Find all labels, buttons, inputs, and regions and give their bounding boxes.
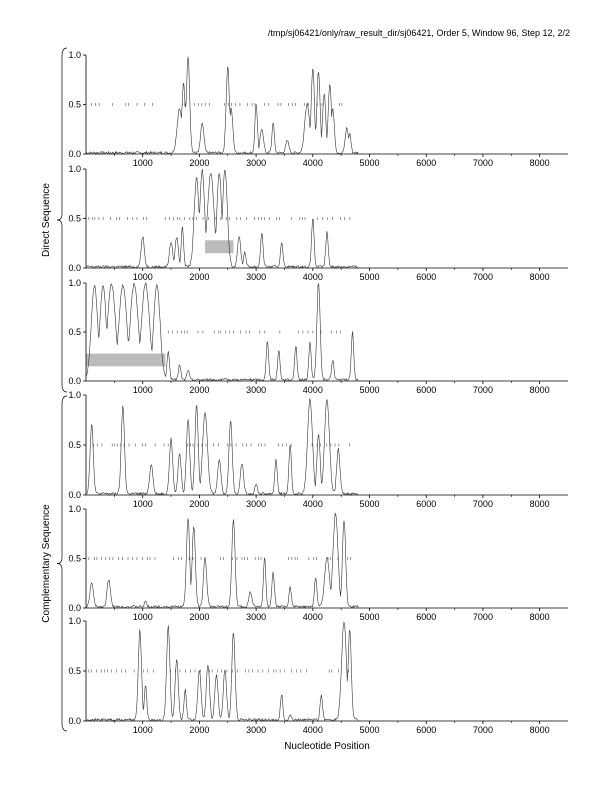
y-tick-label: 1.0 bbox=[68, 390, 81, 400]
panel-3: 0.0 0.5 1.0 1000 2000 3000 4000 5000 6000 7000 800… bbox=[68, 278, 568, 395]
panel-6: 0.0 0.5 1.0 1000 2000 3000 4000 5000 6000 7000 800… bbox=[68, 616, 568, 735]
x-tick-label: 5000 bbox=[360, 385, 380, 395]
panel-2: 0.0 0.5 1.0 1000 2000 3000 4000 5000 6000 7000 800… bbox=[68, 164, 568, 282]
coding-signal-line bbox=[85, 169, 359, 269]
orf-box bbox=[86, 353, 166, 367]
coding-signal-line bbox=[85, 281, 359, 382]
y-tick-label: 1.0 bbox=[68, 50, 81, 60]
x-tick-label: 8000 bbox=[530, 385, 550, 395]
x-tick-label: 8000 bbox=[530, 612, 550, 622]
x-tick-label: 6000 bbox=[416, 612, 436, 622]
complementary-sequence-bracket: Complementary Sequence bbox=[41, 395, 68, 732]
x-tick-label: 4000 bbox=[303, 385, 323, 395]
direct-sequence-label: Direct Sequence bbox=[41, 183, 52, 257]
y-tick-label: 0.5 bbox=[68, 214, 81, 224]
x-tick-label: 5000 bbox=[360, 725, 380, 735]
x-tick-label: 4000 bbox=[303, 612, 323, 622]
x-tick-label: 6000 bbox=[416, 385, 436, 395]
x-tick-label: 4000 bbox=[303, 725, 323, 735]
x-tick-label: 1000 bbox=[133, 499, 153, 509]
x-tick-label: 7000 bbox=[473, 272, 493, 282]
x-tick-label: 2000 bbox=[189, 499, 209, 509]
x-tick-label: 5000 bbox=[360, 612, 380, 622]
x-tick-label: 5000 bbox=[360, 499, 380, 509]
x-tick-label: 1000 bbox=[133, 158, 153, 168]
x-tick-label: 3000 bbox=[246, 612, 266, 622]
x-tick-label: 4000 bbox=[303, 272, 323, 282]
y-tick-label: 1.0 bbox=[68, 164, 81, 174]
x-tick-label: 6000 bbox=[416, 158, 436, 168]
coding-signal-line bbox=[85, 512, 359, 609]
group-bracket bbox=[56, 47, 68, 393]
y-tick-label: 0.0 bbox=[68, 149, 81, 159]
x-tick-label: 6000 bbox=[416, 272, 436, 282]
x-tick-label: 2000 bbox=[189, 272, 209, 282]
x-tick-label: 5000 bbox=[360, 272, 380, 282]
panel-4: 0.0 0.5 1.0 1000 2000 3000 4000 5000 6000 7000 800… bbox=[68, 390, 568, 509]
x-tick-label: 7000 bbox=[473, 385, 493, 395]
x-tick-label: 3000 bbox=[246, 725, 266, 735]
x-tick-label: 7000 bbox=[473, 612, 493, 622]
x-tick-label: 1000 bbox=[133, 612, 153, 622]
y-tick-label: 0.0 bbox=[68, 263, 81, 273]
y-tick-label: 0.5 bbox=[68, 100, 81, 110]
x-tick-label: 1000 bbox=[133, 385, 153, 395]
x-tick-label: 2000 bbox=[189, 612, 209, 622]
x-tick-label: 8000 bbox=[530, 725, 550, 735]
x-tick-label: 7000 bbox=[473, 725, 493, 735]
x-tick-label: 2000 bbox=[189, 385, 209, 395]
x-tick-label: 2000 bbox=[189, 158, 209, 168]
x-tick-label: 3000 bbox=[246, 385, 266, 395]
coding-signal-line bbox=[85, 621, 359, 722]
x-tick-label: 3000 bbox=[246, 499, 266, 509]
complementary-sequence-label: Complementary Sequence bbox=[41, 504, 52, 623]
orf-box bbox=[205, 240, 234, 254]
x-tick-label: 2000 bbox=[189, 725, 209, 735]
x-tick-label: 6000 bbox=[416, 725, 436, 735]
y-tick-label: 0.0 bbox=[68, 716, 81, 726]
x-tick-label: 3000 bbox=[246, 158, 266, 168]
y-tick-label: 1.0 bbox=[68, 504, 81, 514]
x-tick-label: 4000 bbox=[303, 158, 323, 168]
x-tick-label: 1000 bbox=[133, 272, 153, 282]
y-tick-label: 1.0 bbox=[68, 616, 81, 626]
direct-sequence-bracket: Direct Sequence bbox=[41, 47, 68, 393]
y-tick-label: 0.0 bbox=[68, 376, 81, 386]
panel-5: 0.0 0.5 1.0 1000 2000 3000 4000 5000 6000 7000 800… bbox=[68, 504, 568, 622]
y-tick-label: 0.5 bbox=[68, 554, 81, 564]
coding-signal-line bbox=[85, 56, 359, 155]
page-header: /tmp/sj06421/only/raw_result_dir/sj06421… bbox=[267, 28, 570, 38]
x-tick-label: 1000 bbox=[133, 725, 153, 735]
y-tick-label: 0.0 bbox=[68, 490, 81, 500]
coding-signal-line bbox=[85, 398, 359, 496]
x-axis-label: Nucleotide Position bbox=[284, 741, 370, 752]
x-tick-label: 4000 bbox=[303, 499, 323, 509]
x-tick-label: 7000 bbox=[473, 499, 493, 509]
y-tick-label: 0.5 bbox=[68, 440, 81, 450]
group-bracket bbox=[56, 395, 68, 732]
x-tick-label: 8000 bbox=[530, 272, 550, 282]
x-tick-label: 5000 bbox=[360, 158, 380, 168]
y-tick-label: 0.5 bbox=[68, 327, 81, 337]
x-tick-label: 6000 bbox=[416, 499, 436, 509]
y-tick-label: 0.5 bbox=[68, 666, 81, 676]
x-tick-label: 8000 bbox=[530, 158, 550, 168]
x-tick-label: 8000 bbox=[530, 499, 550, 509]
x-tick-label: 3000 bbox=[246, 272, 266, 282]
x-tick-label: 7000 bbox=[473, 158, 493, 168]
panel-1: 0.0 0.5 1.0 1000 2000 3000 4000 5000 6000 7000 800… bbox=[68, 50, 568, 168]
y-tick-label: 1.0 bbox=[68, 278, 81, 288]
y-tick-label: 0.0 bbox=[68, 603, 81, 613]
